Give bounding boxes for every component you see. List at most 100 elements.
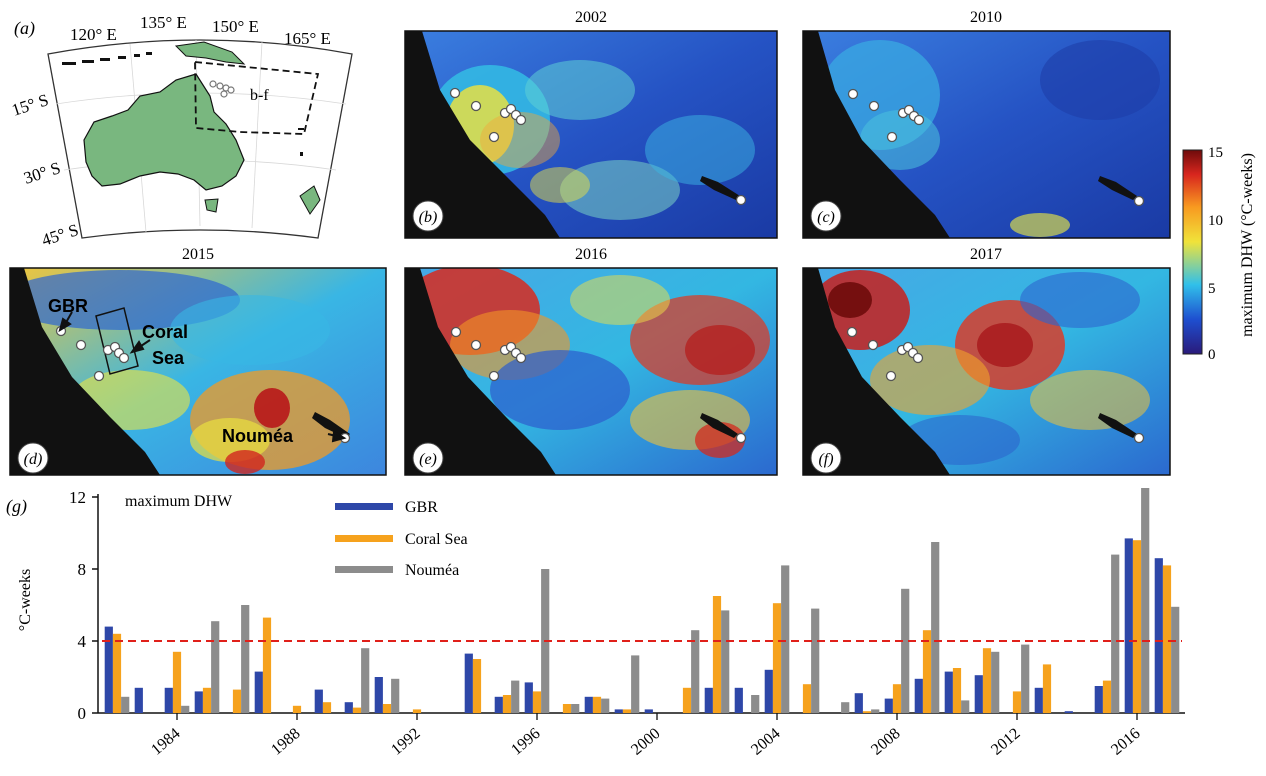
bar-gbr-1998	[584, 696, 593, 713]
legend-swatch-gbr	[335, 503, 393, 510]
lon-tick: 150° E	[212, 17, 259, 36]
bar-coral-sea-1997	[562, 704, 572, 713]
bars	[104, 488, 1180, 713]
map-year: 2017	[970, 246, 1002, 263]
dhw-patches	[10, 270, 350, 474]
bar-coral-sea-2017	[1162, 565, 1172, 713]
bar-coral-sea-1986	[232, 689, 242, 713]
bar-gbr-2004	[764, 669, 773, 713]
region-box	[194, 61, 320, 135]
map-panel-c: 2010 (c)	[802, 9, 1171, 239]
lon-tick: 165° E	[284, 29, 331, 48]
chart-title: maximum DHW	[125, 493, 233, 510]
bar-coral-sea-2001	[682, 687, 692, 713]
y-tick-label: 0	[78, 704, 87, 723]
map-panel-label: (c)	[817, 209, 835, 226]
map-year: 2015	[182, 246, 214, 263]
colorbar-title: maximum DHW (°C-weeks)	[1239, 153, 1256, 337]
legend-label-gbr: GBR	[405, 499, 438, 516]
x-tick-label: 2000	[628, 725, 663, 759]
bar-gbr-2014	[1064, 711, 1073, 713]
bar-noum-a-2005	[811, 608, 820, 713]
new-caledonia	[312, 412, 350, 438]
bar-coral-sea-1991	[382, 704, 392, 713]
x-tick-label: 2012	[988, 725, 1023, 759]
x-tick-label: 1984	[148, 725, 183, 759]
bar-gbr-1987	[254, 671, 263, 713]
bar-noum-a-1990	[361, 648, 370, 713]
y-ticks: 0 4 8 12	[69, 488, 98, 723]
bar-noum-a-2009	[931, 542, 940, 713]
bar-coral-sea-1995	[502, 695, 512, 713]
new-caledonia	[1098, 176, 1137, 200]
bar-coral-sea-2007	[862, 711, 872, 713]
bar-coral-sea-1984	[172, 651, 182, 713]
bar-noum-a-2008	[901, 588, 910, 713]
bar-noum-a-1998	[601, 698, 610, 713]
legend-label-coral-sea: Coral Sea	[405, 531, 468, 548]
bar-coral-sea-1990	[352, 707, 362, 713]
bar-gbr-2011	[974, 675, 983, 713]
site-markers	[449, 87, 747, 206]
panel-label-bg	[810, 200, 842, 232]
coastline-land	[405, 31, 560, 238]
bar-noum-a-2007	[871, 709, 880, 713]
bar-noum-a-2010	[961, 700, 970, 713]
site-markers-small	[209, 80, 235, 98]
legend-label-noumea: Nouméa	[405, 562, 459, 579]
map-panel-b: 2002 (b)	[404, 9, 778, 239]
map-panel-d: 2015 GBR C	[9, 246, 387, 476]
bar-noum-a-1995	[511, 680, 520, 713]
islands	[62, 52, 304, 156]
bar-coral-sea-2013	[1042, 664, 1052, 713]
bar-coral-sea-2002	[712, 596, 722, 713]
bar-noum-a-2017	[1171, 606, 1180, 713]
bar-coral-sea-1985	[202, 687, 212, 713]
lon-tick: 135° E	[140, 13, 187, 32]
colorbar-tick: 15	[1208, 145, 1223, 161]
bar-gbr-2017	[1154, 558, 1163, 713]
bar-gbr-1991	[374, 677, 383, 713]
bar-coral-sea-2016	[1132, 540, 1142, 713]
bar-gbr-1985	[194, 691, 203, 713]
coral-sea-label-1: Coral	[142, 322, 188, 342]
x-tick-label: 1992	[388, 725, 423, 759]
site-arrows	[58, 311, 347, 443]
coastline-land	[405, 268, 556, 475]
bar-coral-sea-2005	[802, 684, 812, 713]
y-axis-label: °C-weeks	[17, 569, 34, 631]
y-tick-label: 4	[78, 632, 87, 651]
bar-gbr-1989	[314, 689, 323, 713]
bar-gbr-2015	[1094, 686, 1103, 713]
map-year: 2016	[575, 246, 607, 263]
bar-noum-a-1999	[631, 655, 640, 713]
bar-noum-a-2012	[1021, 644, 1030, 713]
coastline-land	[10, 268, 160, 475]
site-markers	[846, 326, 1145, 444]
lat-tick: 15° S	[9, 90, 51, 120]
bar-gbr-1982	[104, 626, 113, 713]
bar-coral-sea-2009	[922, 630, 932, 713]
bar-gbr-1999	[614, 709, 623, 713]
bar-coral-sea-1982	[112, 633, 122, 713]
bar-coral-sea-1989	[322, 702, 332, 713]
map-panel-e: 2016 (e)	[404, 246, 778, 476]
colorbar-tick: 5	[1208, 281, 1216, 297]
map-year: 2010	[970, 9, 1002, 26]
bar-gbr-2009	[914, 678, 923, 713]
bar-noum-a-1991	[391, 678, 400, 713]
australia-landmass	[83, 73, 245, 191]
lon-tick-labels: 120° E 135° E 150° E 165° E	[70, 13, 331, 48]
bar-noum-a-2004	[781, 565, 790, 713]
region-label: b-f	[250, 87, 269, 104]
bar-coral-sea-1987	[262, 617, 272, 713]
bar-coral-sea-1998	[592, 696, 602, 713]
legend-swatch-coral-sea	[335, 535, 393, 542]
map-panel-f: 2017 (f)	[802, 246, 1171, 476]
bar-gbr-2000	[644, 709, 653, 713]
bar-gbr-1994	[464, 653, 473, 713]
x-tick-label: 1996	[508, 725, 543, 759]
bar-gbr-1996	[524, 682, 533, 713]
